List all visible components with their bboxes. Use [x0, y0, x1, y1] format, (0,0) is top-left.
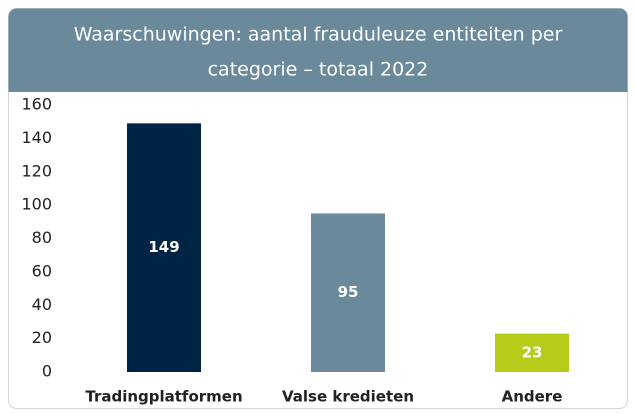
header-band: [8, 8, 628, 92]
y-tick-label: 0: [42, 362, 52, 381]
chart-title: Waarschuwingen: aantal frauduleuze entit…: [74, 24, 563, 46]
x-tick-label: Tradingplatformen: [85, 388, 242, 406]
x-tick-label: Valse kredieten: [282, 388, 414, 406]
y-tick-label: 140: [21, 128, 52, 147]
y-tick-label: 80: [32, 228, 52, 247]
bar: [311, 213, 385, 372]
value-label: 149: [148, 238, 179, 256]
y-tick-label: 60: [32, 261, 52, 280]
y-tick-label: 20: [32, 328, 52, 347]
y-tick-label: 40: [32, 295, 52, 314]
x-tick-label: Andere: [502, 388, 563, 406]
value-label: 23: [522, 343, 543, 361]
y-tick-label: 120: [21, 161, 52, 180]
bar: [127, 123, 201, 372]
y-tick-label: 160: [21, 95, 52, 114]
value-label: 95: [338, 283, 359, 301]
chart-title: categorie – totaal 2022: [208, 59, 429, 81]
y-tick-label: 100: [21, 195, 52, 214]
bar: [495, 333, 569, 372]
